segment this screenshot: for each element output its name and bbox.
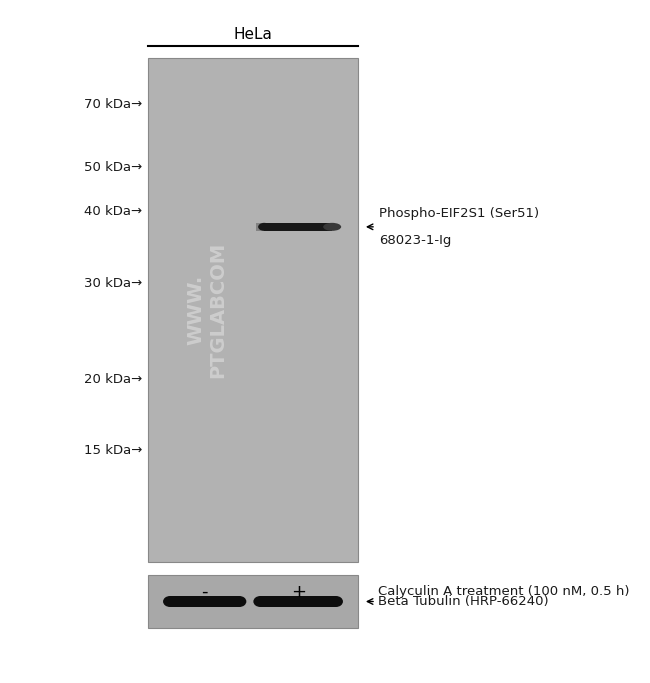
Text: 15 kDa→: 15 kDa→ — [84, 444, 142, 457]
Ellipse shape — [329, 596, 343, 607]
Text: 30 kDa→: 30 kDa→ — [84, 277, 142, 290]
Bar — [148, 575, 358, 628]
Text: 70 kDa→: 70 kDa→ — [84, 98, 142, 111]
Text: 50 kDa→: 50 kDa→ — [84, 161, 142, 174]
Bar — [256, 223, 266, 231]
Bar — [264, 223, 332, 231]
Ellipse shape — [232, 596, 246, 607]
Text: 40 kDa→: 40 kDa→ — [84, 205, 142, 219]
Text: Phospho-EIF2S1 (Ser51): Phospho-EIF2S1 (Ser51) — [379, 207, 539, 220]
Ellipse shape — [163, 596, 177, 607]
Text: Beta Tubulin (HRP-66240): Beta Tubulin (HRP-66240) — [378, 595, 549, 608]
Text: +: + — [291, 583, 306, 601]
Ellipse shape — [254, 596, 267, 607]
Text: 68023-1-Ig: 68023-1-Ig — [379, 234, 451, 247]
Text: -: - — [202, 583, 208, 601]
Text: Calyculin A treatment (100 nM, 0.5 h): Calyculin A treatment (100 nM, 0.5 h) — [378, 585, 629, 598]
Bar — [170, 596, 239, 607]
Ellipse shape — [323, 223, 341, 231]
Text: HeLa: HeLa — [233, 27, 272, 42]
Text: 20 kDa→: 20 kDa→ — [84, 373, 142, 386]
Bar — [148, 58, 358, 562]
Bar — [261, 596, 336, 607]
Text: WWW.
PTGLABCOM: WWW. PTGLABCOM — [187, 242, 228, 378]
Ellipse shape — [258, 223, 270, 231]
